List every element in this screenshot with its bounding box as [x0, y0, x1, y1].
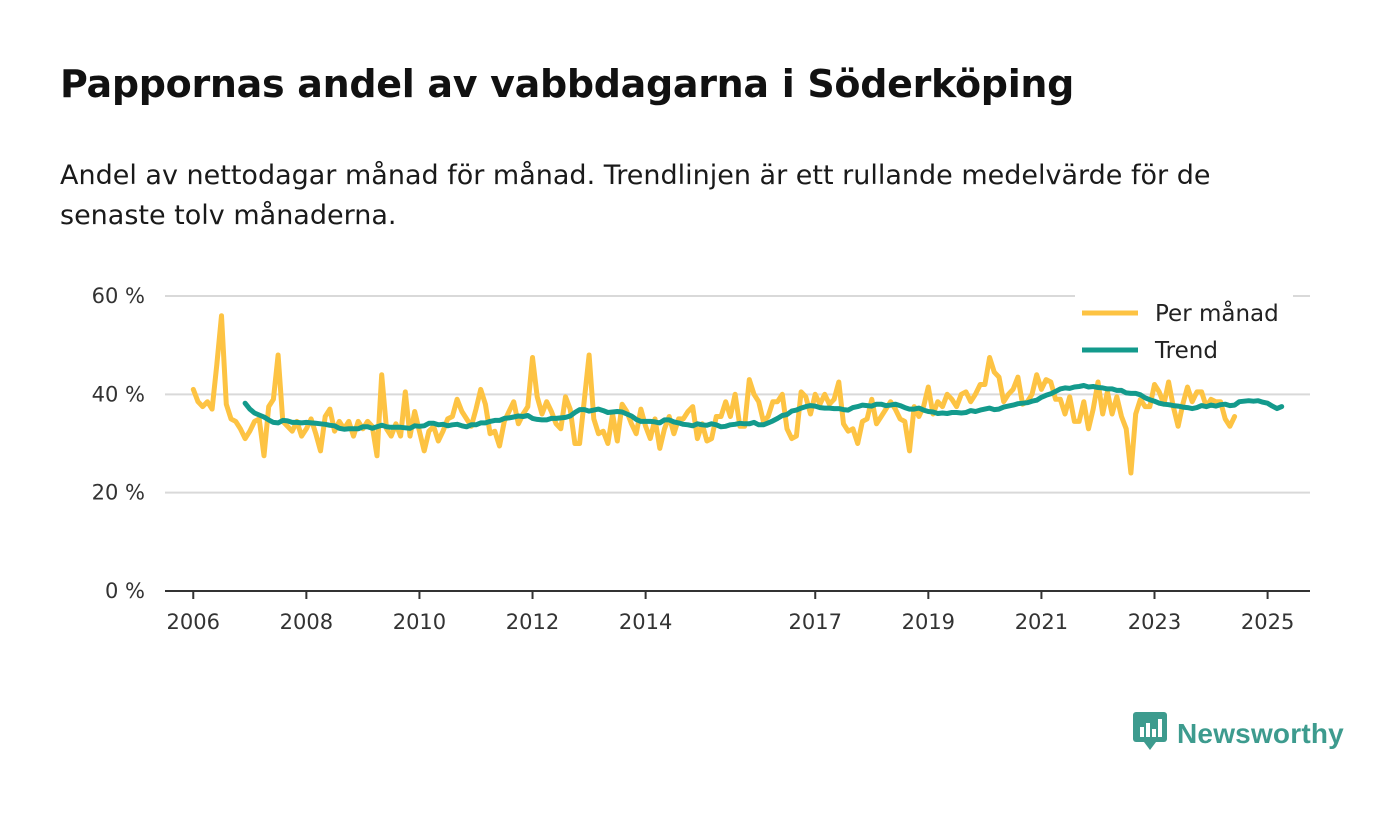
x-tick-label: 2008 — [280, 610, 333, 634]
newsworthy-brand[interactable]: Newsworthy — [1133, 712, 1344, 756]
y-tick-label: 0 % — [105, 579, 145, 603]
y-tick-label: 60 % — [92, 284, 145, 308]
x-axis: 2006 2008 2010 2012 2014 2017 2019 2021 2023 2025 — [165, 590, 1310, 634]
series-line-per-manad — [190, 313, 1238, 476]
x-tick-label: 2025 — [1241, 610, 1294, 634]
y-tick-label: 20 % — [92, 481, 145, 505]
legend-label-trend: Trend — [1154, 338, 1218, 364]
y-tick-label: 40 % — [92, 382, 145, 406]
x-tick-label: 2017 — [789, 610, 842, 634]
x-tick-label: 2023 — [1128, 610, 1181, 634]
chart-subtitle: Andel av nettodagar månad för månad. Tre… — [60, 160, 1211, 231]
x-tick-label: 2014 — [619, 610, 672, 634]
newsworthy-logo-icon — [1133, 712, 1167, 756]
x-tick-label: 2012 — [506, 610, 559, 634]
x-tick-label: 2021 — [1015, 610, 1068, 634]
x-tick-label: 2010 — [393, 610, 446, 634]
series-line-trend — [242, 383, 1285, 432]
chart-title: Pappornas andel av vabbdagarna i Söderkö… — [60, 62, 1075, 106]
legend-label-per-manad: Per månad — [1155, 299, 1279, 327]
legend: Per månad Trend — [1075, 294, 1293, 374]
series — [190, 313, 1285, 476]
legend-background — [1075, 294, 1293, 374]
x-tick-label: 2019 — [902, 610, 955, 634]
brand-name: Newsworthy — [1177, 718, 1344, 749]
x-tick-label: 2006 — [167, 610, 220, 634]
y-axis: 0 % 20 % 40 % 60 % — [92, 284, 145, 603]
